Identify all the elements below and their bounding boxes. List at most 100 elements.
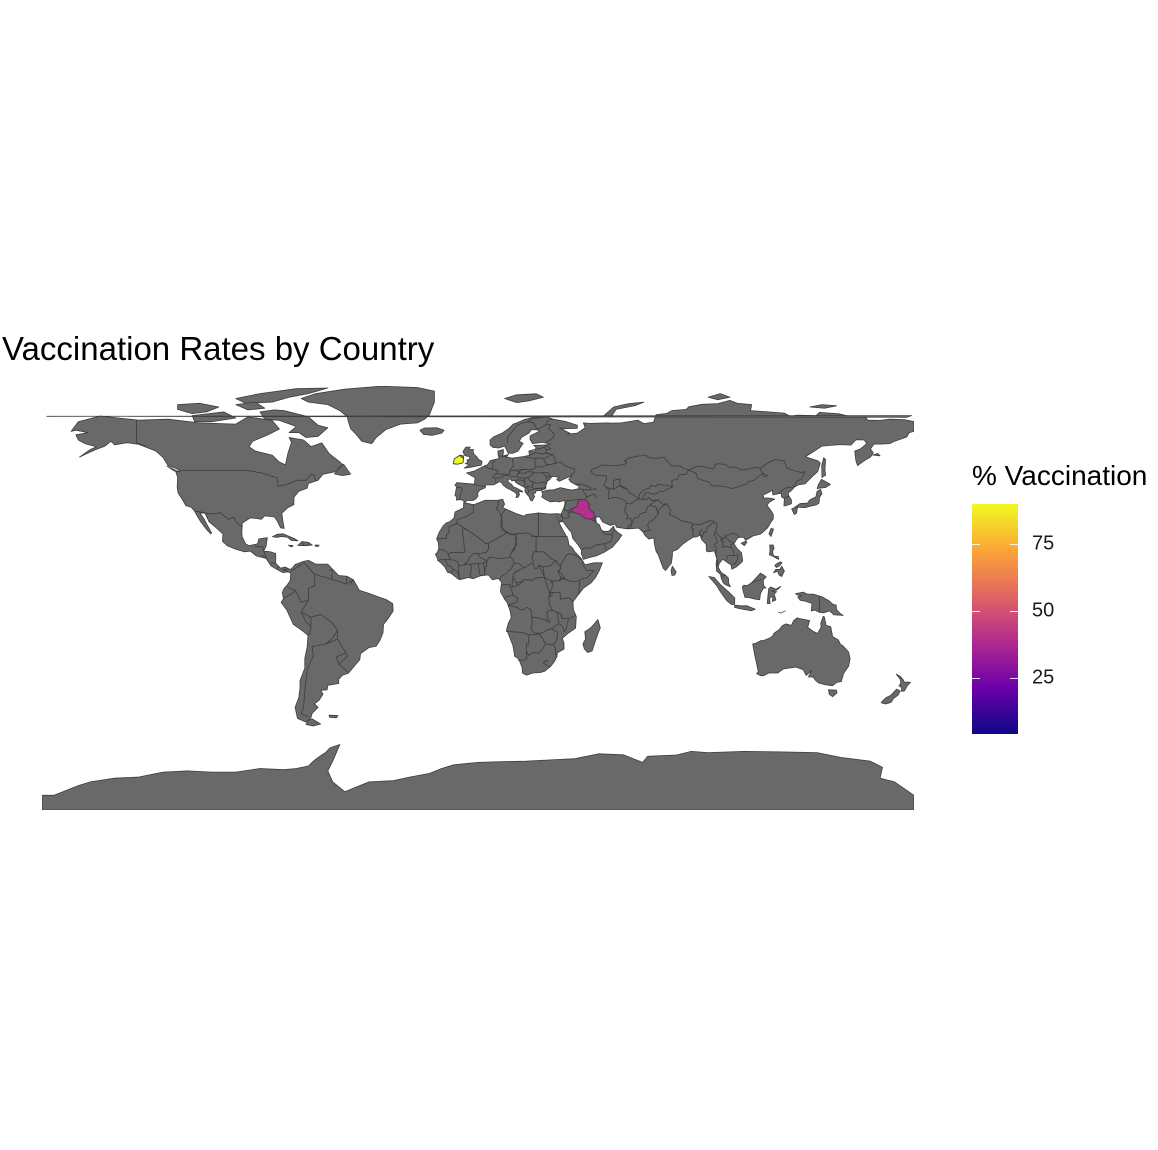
country-border xyxy=(538,628,558,646)
country-border xyxy=(194,510,243,528)
chart-title: Vaccination Rates by Country xyxy=(2,330,435,367)
country-border xyxy=(638,483,674,499)
country-border xyxy=(541,484,547,491)
country-iraq-fill xyxy=(571,498,597,520)
country-border xyxy=(608,496,633,530)
country-border xyxy=(526,643,547,657)
country-border xyxy=(643,504,659,533)
country-border xyxy=(658,499,715,539)
australia-land xyxy=(752,615,851,687)
country-border xyxy=(545,444,552,451)
country-border xyxy=(610,527,615,535)
country-border xyxy=(345,576,348,585)
country-border xyxy=(549,643,558,656)
country-border xyxy=(178,470,181,473)
country-border xyxy=(528,446,545,452)
country-border xyxy=(613,485,628,490)
legend-tick-mark xyxy=(1010,677,1018,679)
country-border xyxy=(720,574,726,577)
legend-tick-mark xyxy=(972,610,980,612)
country-ireland-fill xyxy=(452,454,464,465)
taiwan-land xyxy=(768,528,774,537)
world-map-svg xyxy=(42,386,914,810)
north-america-land xyxy=(70,415,343,573)
country-border xyxy=(720,537,735,561)
country-border xyxy=(542,560,558,568)
country-border xyxy=(568,614,577,620)
country-border xyxy=(514,562,525,569)
country-border xyxy=(263,550,267,559)
legend-tick-mark xyxy=(972,677,980,679)
country-border xyxy=(517,471,534,479)
vancouver-land xyxy=(166,465,180,473)
novaya-zemlya-land xyxy=(603,401,645,418)
country-border xyxy=(542,472,552,478)
country-border xyxy=(690,523,695,537)
cuba-land xyxy=(272,533,299,542)
sulawesi-land xyxy=(766,585,782,604)
puerto-rico-land xyxy=(314,544,320,547)
country-border xyxy=(511,532,518,553)
antarctica-land xyxy=(42,744,914,810)
country-border xyxy=(528,487,542,491)
country-border xyxy=(464,563,472,579)
country-border xyxy=(262,546,264,551)
philippines-luzon-land xyxy=(769,544,780,560)
wrangel-land xyxy=(46,415,912,418)
country-border xyxy=(545,423,555,443)
country-border xyxy=(560,513,564,519)
sri-lanka-land xyxy=(670,565,677,576)
java-land xyxy=(734,604,756,612)
country-border xyxy=(301,541,305,546)
country-border xyxy=(713,531,719,566)
japan-kyushu-land xyxy=(791,507,798,515)
country-border xyxy=(543,452,554,460)
philippines-mindanao-land xyxy=(773,565,785,577)
country-border xyxy=(483,465,499,484)
country-border xyxy=(566,488,587,501)
legend-title: % Vaccination xyxy=(972,460,1148,491)
country-border xyxy=(603,543,607,550)
country-border xyxy=(579,563,595,582)
country-border xyxy=(778,610,786,614)
country-border xyxy=(300,614,338,718)
country-border xyxy=(300,612,312,628)
country-border xyxy=(574,483,591,491)
borneo-land xyxy=(741,572,767,601)
legend-tick-label: 25 xyxy=(1032,666,1055,689)
greenland-land xyxy=(300,386,435,444)
newfoundland-land xyxy=(334,463,351,476)
country-border xyxy=(557,553,582,579)
country-border xyxy=(473,484,486,487)
country-border xyxy=(524,485,533,489)
country-border xyxy=(501,512,539,538)
country-border xyxy=(325,630,338,645)
country-border xyxy=(581,562,583,564)
country-border xyxy=(136,442,147,447)
country-border xyxy=(477,562,485,575)
country-border xyxy=(552,609,563,619)
country-border xyxy=(596,475,611,500)
country-border xyxy=(535,457,576,476)
madagascar-land xyxy=(582,619,601,653)
country-border xyxy=(447,523,468,561)
country-border xyxy=(527,416,546,423)
country-border xyxy=(507,594,518,606)
country-border xyxy=(338,652,349,665)
sakhalin-land xyxy=(821,457,826,478)
jamaica-land xyxy=(287,544,294,548)
eurasia-land xyxy=(435,400,914,676)
country-border xyxy=(552,454,556,464)
legend-tick-label: 75 xyxy=(1032,532,1055,555)
country-border xyxy=(558,578,580,595)
country-borders xyxy=(136,416,820,718)
country-border xyxy=(657,503,667,515)
severnaya-zemlya-land xyxy=(707,393,731,401)
japan-honshu-land xyxy=(794,488,823,508)
country-border xyxy=(286,561,316,603)
country-border xyxy=(512,542,545,587)
country-border xyxy=(732,554,739,565)
country-border xyxy=(438,549,449,555)
country-border xyxy=(590,488,597,491)
country-border xyxy=(537,418,554,431)
